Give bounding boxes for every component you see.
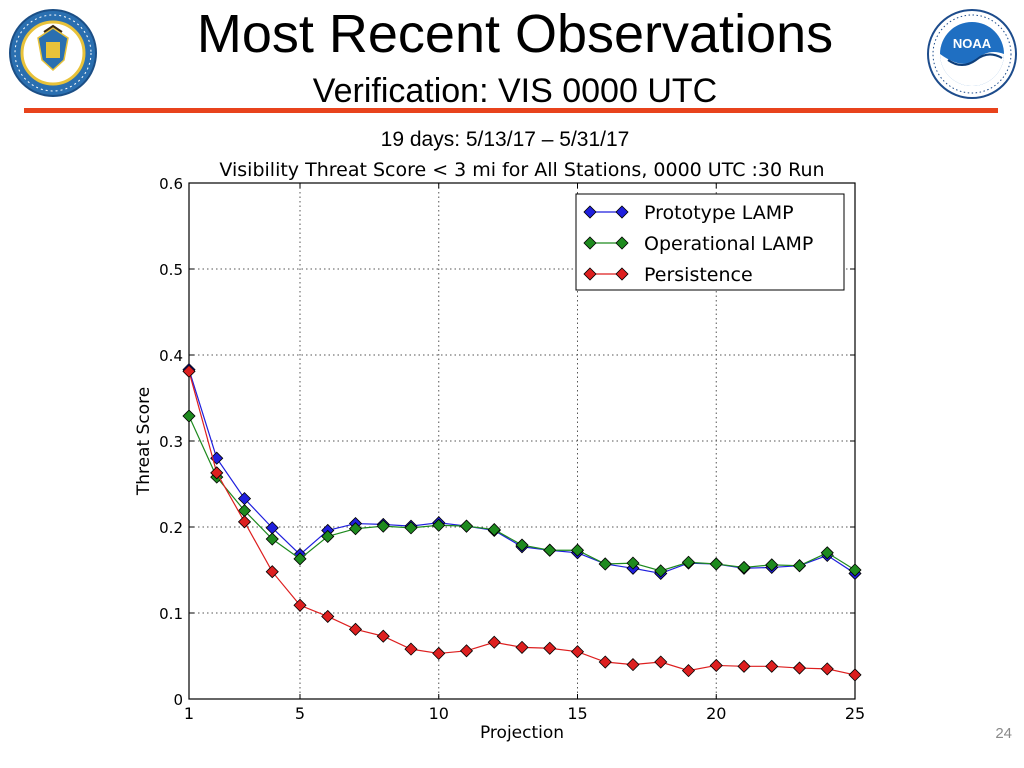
- data-point: [792, 559, 807, 573]
- series-persistence: [182, 364, 862, 682]
- data-point: [265, 532, 279, 546]
- y-tick-label: 0.3: [159, 433, 183, 451]
- data-point: [376, 629, 390, 643]
- data-point: [459, 644, 474, 658]
- legend: Prototype LAMP Operational LAMP Persistenc…: [575, 193, 845, 291]
- data-point: [737, 659, 751, 673]
- data-point: [626, 658, 640, 672]
- x-tick-label: 20: [706, 704, 726, 723]
- data-point: [598, 557, 612, 571]
- data-point: [765, 558, 779, 572]
- page-number: 24: [995, 725, 1012, 742]
- y-tick-label: 0: [173, 691, 183, 709]
- data-point: [820, 662, 834, 676]
- data-point: [182, 409, 196, 423]
- legend-marker: [583, 236, 597, 250]
- data-point: [543, 543, 557, 557]
- slide-subtitle: Verification: VIS 0000 UTC: [312, 72, 718, 110]
- data-point: [654, 655, 668, 669]
- data-point: [321, 529, 335, 544]
- data-point: [570, 645, 585, 659]
- data-point: [848, 563, 862, 577]
- legend-marker: [583, 205, 597, 219]
- x-axis-label: Projection: [480, 723, 564, 743]
- data-point: [487, 635, 501, 649]
- data-point: [681, 664, 696, 678]
- x-tick-label: 15: [567, 704, 587, 723]
- data-point: [459, 519, 474, 533]
- data-point: [348, 522, 363, 536]
- data-point: [737, 560, 751, 574]
- noaa-logo: NOAA: [927, 9, 1017, 99]
- legend-marker: [615, 267, 629, 281]
- data-point: [598, 655, 612, 669]
- slide-title: Most Recent Observations: [196, 4, 834, 64]
- date-range-label: 19 days: 5/13/17 – 5/31/17: [380, 128, 630, 151]
- x-tick-label: 1: [184, 704, 194, 723]
- data-point: [265, 565, 279, 579]
- data-point: [293, 598, 307, 612]
- data-point: [404, 642, 418, 656]
- data-point: [348, 622, 363, 636]
- data-point: [709, 557, 723, 571]
- legend-label: Persistence: [644, 264, 753, 286]
- title-divider: [24, 108, 998, 113]
- data-point: [237, 515, 252, 529]
- data-point: [515, 640, 529, 654]
- x-tick-label: 25: [845, 704, 865, 723]
- data-point: [626, 556, 640, 570]
- y-tick-label: 0.4: [159, 347, 183, 365]
- series-layer: [182, 363, 862, 682]
- legend-marker: [615, 236, 629, 250]
- data-point: [432, 518, 446, 532]
- legend-label: Prototype LAMP: [644, 202, 794, 224]
- data-point: [487, 523, 501, 537]
- data-point: [321, 609, 335, 624]
- y-tick-label: 0.2: [159, 519, 183, 537]
- y-tick-label: 0.5: [159, 261, 183, 279]
- data-point: [709, 658, 723, 673]
- legend-marker: [583, 267, 597, 281]
- department-of-commerce-seal: [9, 9, 97, 97]
- data-point: [376, 519, 390, 533]
- data-point: [792, 661, 807, 675]
- data-point: [404, 521, 418, 535]
- data-point: [848, 668, 862, 682]
- legend-label: Operational LAMP: [644, 233, 813, 255]
- data-point: [654, 564, 668, 578]
- data-point: [182, 364, 196, 378]
- data-point: [293, 552, 307, 566]
- svg-text:NOAA: NOAA: [953, 36, 992, 51]
- data-point: [515, 538, 529, 552]
- x-tick-label: 5: [295, 704, 305, 723]
- y-tick-label: 0.1: [159, 605, 183, 623]
- series-operational-lamp: [182, 409, 862, 578]
- data-point: [765, 659, 779, 673]
- data-point: [820, 546, 834, 560]
- y-tick-label: 0.6: [159, 175, 183, 193]
- chart-title: Visibility Threat Score < 3 mi for All S…: [219, 159, 824, 181]
- x-tick-label: 10: [429, 704, 449, 723]
- data-point: [681, 555, 696, 569]
- y-axis-label: Threat Score: [134, 387, 154, 496]
- legend-marker: [615, 205, 629, 219]
- data-point: [210, 466, 224, 480]
- data-point: [570, 543, 585, 557]
- data-point: [432, 646, 446, 660]
- data-point: [543, 641, 557, 655]
